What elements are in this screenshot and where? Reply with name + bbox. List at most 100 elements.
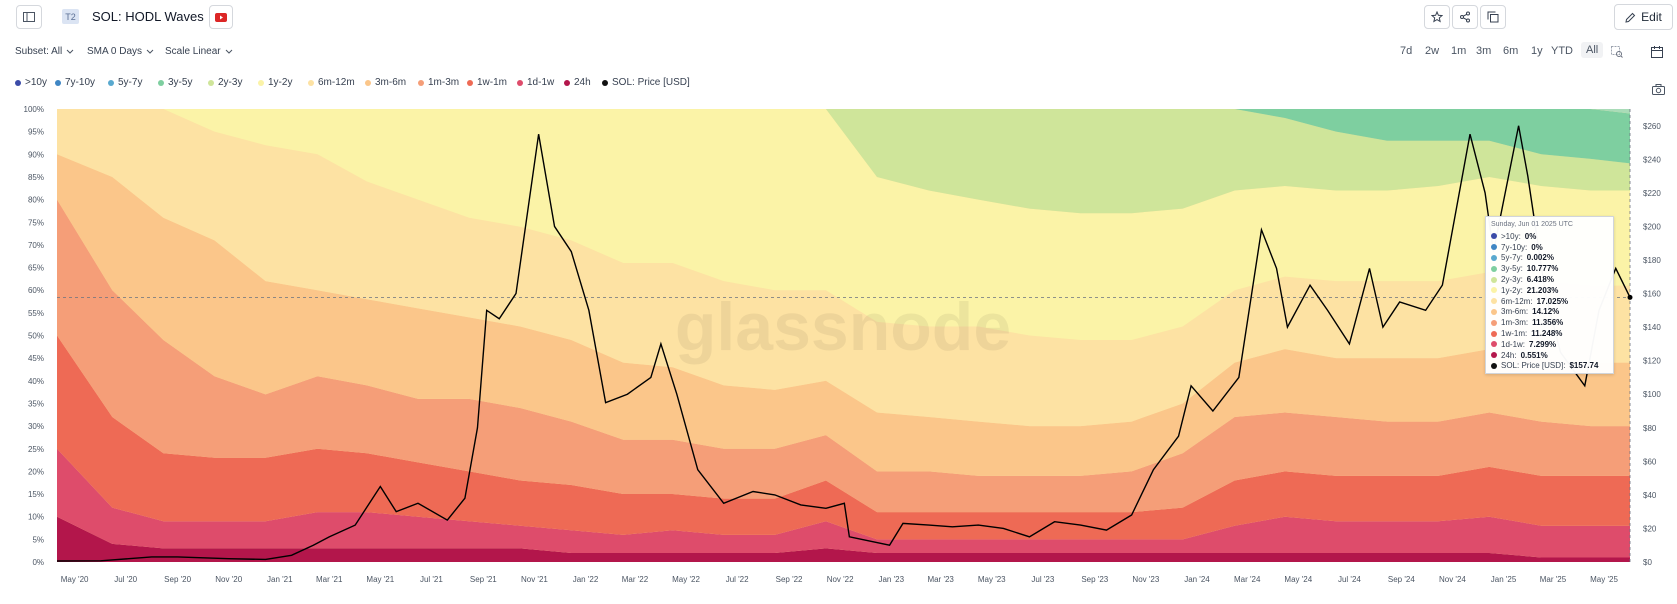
tooltip-row: 1m-3m: 11.356% (1491, 317, 1608, 328)
subset-select[interactable]: Subset: All (15, 46, 74, 57)
legend-item[interactable]: 24h (564, 77, 591, 88)
legend-label: 6m-12m (318, 77, 355, 88)
range-7d[interactable]: 7d (1400, 45, 1413, 57)
x-tick-label: May '20 (61, 575, 89, 584)
tooltip-dot (1491, 362, 1497, 369)
legend-label: 5y-7y (118, 77, 143, 88)
watermark: glassnode (675, 289, 1011, 365)
x-tick-label: Mar '23 (927, 575, 954, 584)
scale-select[interactable]: Scale Linear (165, 46, 233, 57)
right-tick-label: $120 (1643, 357, 1661, 366)
legend-dot (365, 79, 371, 86)
legend-item[interactable]: 5y-7y (108, 77, 142, 88)
legend-item[interactable]: 6m-12m (308, 77, 355, 88)
x-tick-label: Jan '25 (1491, 575, 1517, 584)
x-tick-label: Jan '22 (573, 575, 599, 584)
tooltip-row: 1w-1m: 11.248% (1491, 328, 1608, 339)
edit-button[interactable]: Edit (1614, 4, 1673, 30)
legend-item[interactable]: 2y-3y (208, 77, 242, 88)
band-1y-2y (57, 109, 1630, 341)
right-tick-label: $60 (1643, 457, 1657, 466)
x-tick-label: Sep '23 (1081, 575, 1108, 584)
legend-label: 3m-6m (375, 77, 407, 88)
tooltip-value: 7.299% (1529, 339, 1557, 349)
sidebar-icon (23, 12, 35, 22)
tooltip-dot (1491, 233, 1497, 240)
youtube-button[interactable] (209, 5, 233, 29)
tooltip-dot (1491, 352, 1497, 359)
legend-label: 1w-1m (477, 77, 508, 88)
share-button[interactable] (1452, 5, 1478, 29)
tooltip-dot (1491, 319, 1497, 326)
legend-dot (308, 79, 314, 86)
tooltip-dot (1491, 330, 1497, 337)
right-tick-label: $140 (1643, 323, 1661, 332)
tooltip-label: 2y-3y: (1501, 275, 1523, 285)
legend-item[interactable]: 1w-1m (467, 77, 507, 88)
range-1m[interactable]: 1m (1451, 45, 1467, 57)
legend-dot (467, 79, 473, 86)
tooltip-label: 6m-12m: (1501, 296, 1533, 306)
range-2w[interactable]: 2w (1425, 45, 1440, 57)
x-tick-label: May '25 (1590, 575, 1618, 584)
tooltip-row: 6m-12m: 17.025% (1491, 296, 1608, 307)
legend-dot (108, 79, 114, 86)
sma-select[interactable]: SMA 0 Days (87, 46, 154, 57)
tooltip-label: 1y-2y: (1501, 285, 1523, 295)
x-tick-label: Jan '23 (878, 575, 904, 584)
tooltip-value: 0.551% (1520, 350, 1548, 360)
band-1w-1m (57, 335, 1630, 540)
screenshot-button[interactable] (1652, 82, 1665, 100)
left-tick-label: 35% (28, 399, 44, 408)
legend-item[interactable]: 1d-1w (517, 77, 554, 88)
chevron-down-icon (225, 49, 232, 54)
left-tick-label: 50% (28, 332, 44, 341)
tooltip-label: 5y-7y: (1501, 253, 1523, 263)
calendar-button[interactable] (1651, 46, 1663, 61)
legend-dot (258, 79, 264, 86)
tooltip-row: 2y-3y: 6.418% (1491, 274, 1608, 285)
tooltip-dot (1491, 254, 1497, 261)
left-tick-label: 100% (24, 105, 44, 114)
x-tick-label: Nov '23 (1132, 575, 1159, 584)
legend-item[interactable]: 3y-5y (158, 77, 192, 88)
legend-label: 1d-1w (527, 77, 555, 88)
youtube-icon (215, 12, 227, 22)
legend-item[interactable]: 1y-2y (258, 77, 292, 88)
x-tick-label: Jul '20 (114, 575, 137, 584)
edit-label: Edit (1641, 10, 1662, 24)
tooltip-dot (1491, 244, 1497, 251)
x-tick-label: Jul '21 (420, 575, 443, 584)
x-tick-label: Jul '23 (1031, 575, 1054, 584)
legend-item[interactable]: 7y-10y (55, 77, 95, 88)
left-tick-label: 95% (28, 128, 44, 137)
left-tick-label: 20% (28, 467, 44, 476)
sidebar-toggle-button[interactable] (16, 5, 42, 29)
chevron-down-icon (146, 49, 154, 54)
favorite-button[interactable] (1424, 5, 1450, 29)
range-6m[interactable]: 6m (1503, 45, 1519, 57)
duplicate-button[interactable] (1480, 5, 1506, 29)
zoom-select-button[interactable] (1611, 46, 1623, 61)
range-ytd[interactable]: YTD (1551, 45, 1573, 57)
x-tick-label: Nov '21 (521, 575, 548, 584)
tooltip-row: SOL: Price [USD]: $157.74 (1491, 361, 1608, 372)
range-1y[interactable]: 1y (1531, 45, 1543, 57)
copy-icon (1487, 11, 1499, 23)
legend-item[interactable]: 3m-6m (365, 77, 406, 88)
legend-item[interactable]: >10y (15, 77, 47, 88)
tooltip-value: 21.203% (1526, 285, 1559, 295)
chevron-down-icon (66, 49, 74, 54)
legend-item[interactable]: 1m-3m (418, 77, 459, 88)
legend-label: >10y (25, 77, 47, 88)
header-bar: T2 SOL: HODL Waves Edit (0, 0, 1677, 36)
legend-item[interactable]: SOL: Price [USD] (602, 77, 690, 88)
tooltip-label: >10y: (1501, 231, 1521, 241)
tooltip-label: 1d-1w: (1501, 339, 1526, 349)
range-3m[interactable]: 3m (1476, 45, 1492, 57)
right-tick-label: $260 (1643, 122, 1661, 131)
range-all[interactable]: All (1581, 42, 1604, 58)
tooltip-row: 7y-10y: 0% (1491, 242, 1608, 253)
x-tick-label: Jan '24 (1184, 575, 1210, 584)
